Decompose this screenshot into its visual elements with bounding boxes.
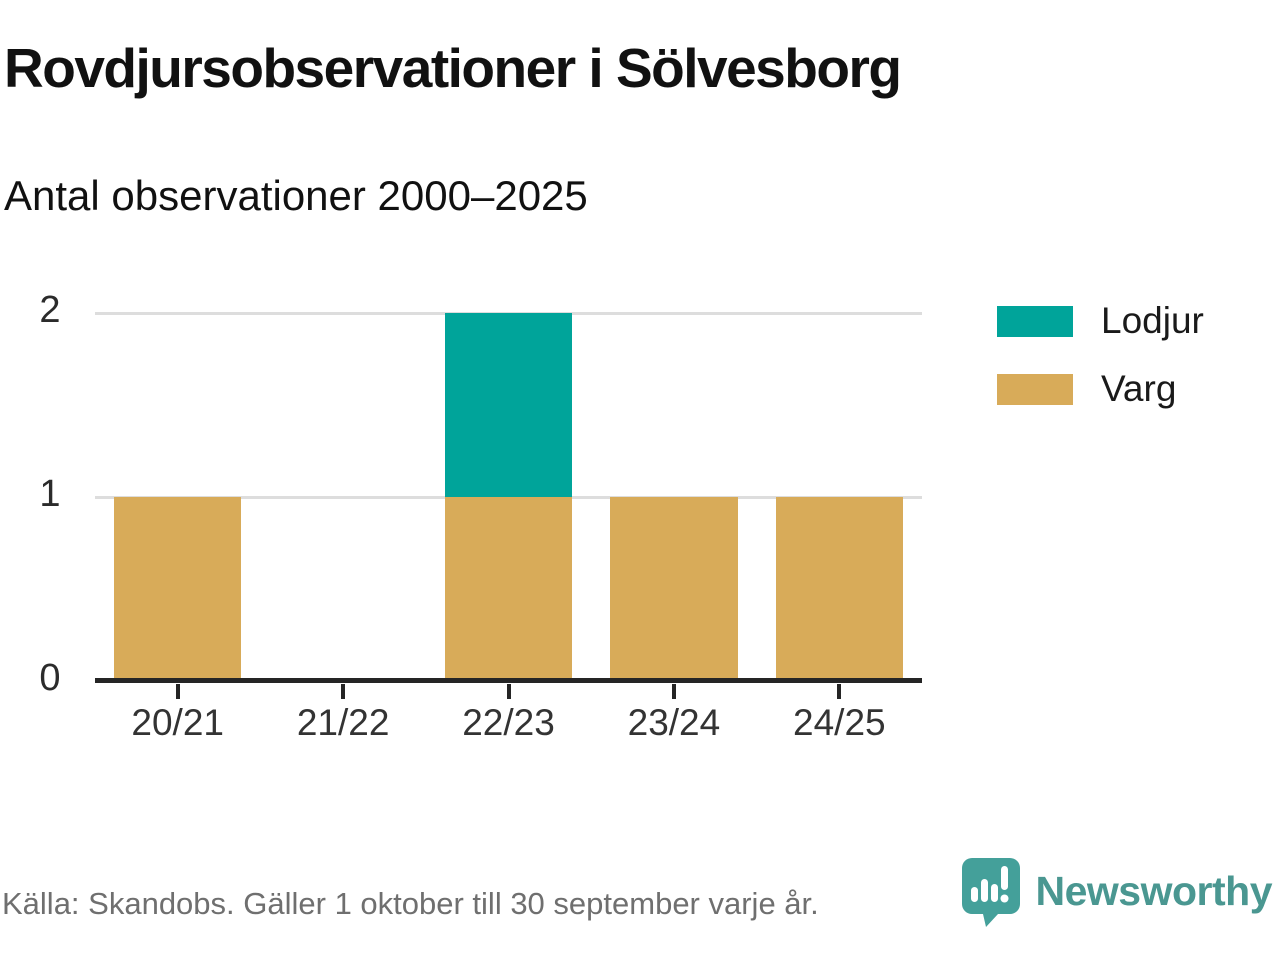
legend-label: Varg xyxy=(1101,368,1177,409)
brand-name: Newsworthy xyxy=(1035,868,1273,914)
bars xyxy=(95,313,922,681)
bar-segment-varg xyxy=(444,497,573,681)
x-tick xyxy=(591,684,756,700)
bar-segment-varg xyxy=(610,497,738,681)
source-note: Källa: Skandobs. Gäller 1 oktober till 3… xyxy=(2,886,819,921)
bar-segment-lodjur xyxy=(444,313,573,497)
x-tick-mark xyxy=(341,684,346,699)
x-axis-ticks xyxy=(95,684,922,700)
bar-column xyxy=(591,313,756,681)
x-tick-label: 22/23 xyxy=(462,702,555,743)
bar-column xyxy=(426,313,591,681)
bar-column xyxy=(757,313,922,681)
x-tick-mark xyxy=(837,684,842,699)
legend: Lodjur Varg xyxy=(997,300,1204,436)
x-tick-label: 23/24 xyxy=(627,702,721,743)
x-tick-mark xyxy=(175,684,180,699)
x-axis-line xyxy=(95,678,922,683)
legend-label: Lodjur xyxy=(1101,300,1204,341)
bar-column xyxy=(95,313,260,681)
x-tick xyxy=(260,684,425,700)
bar-segment-varg xyxy=(775,497,903,681)
x-axis-labels: 20/21 21/22 22/23 23/24 24/25 xyxy=(95,702,922,750)
chart-subtitle: Antal observationer 2000–2025 xyxy=(4,172,588,219)
bar-segment-varg xyxy=(114,497,242,681)
x-tick xyxy=(426,684,591,700)
x-tick-label: 24/25 xyxy=(793,702,886,743)
legend-swatch xyxy=(997,305,1073,337)
x-tick-mark xyxy=(671,684,676,699)
y-tick-label: 2 xyxy=(39,289,61,331)
legend-item-lodjur: Lodjur xyxy=(997,300,1204,342)
bar-column xyxy=(260,313,425,681)
x-tick xyxy=(757,684,922,700)
y-tick-label: 1 xyxy=(39,473,61,515)
y-tick-label: 0 xyxy=(39,657,61,699)
x-tick xyxy=(95,684,260,700)
brand-logo: Newsworthy xyxy=(958,856,1273,928)
x-tick-mark xyxy=(506,684,511,699)
legend-swatch xyxy=(997,373,1073,405)
legend-item-varg: Varg xyxy=(997,368,1204,410)
plot-area xyxy=(95,312,922,683)
page-title: Rovdjursobservationer i Sölvesborg xyxy=(4,37,902,99)
x-tick-label: 20/21 xyxy=(131,702,224,743)
newsworthy-bubble-icon xyxy=(961,858,1020,927)
x-tick-label: 21/22 xyxy=(296,702,390,743)
